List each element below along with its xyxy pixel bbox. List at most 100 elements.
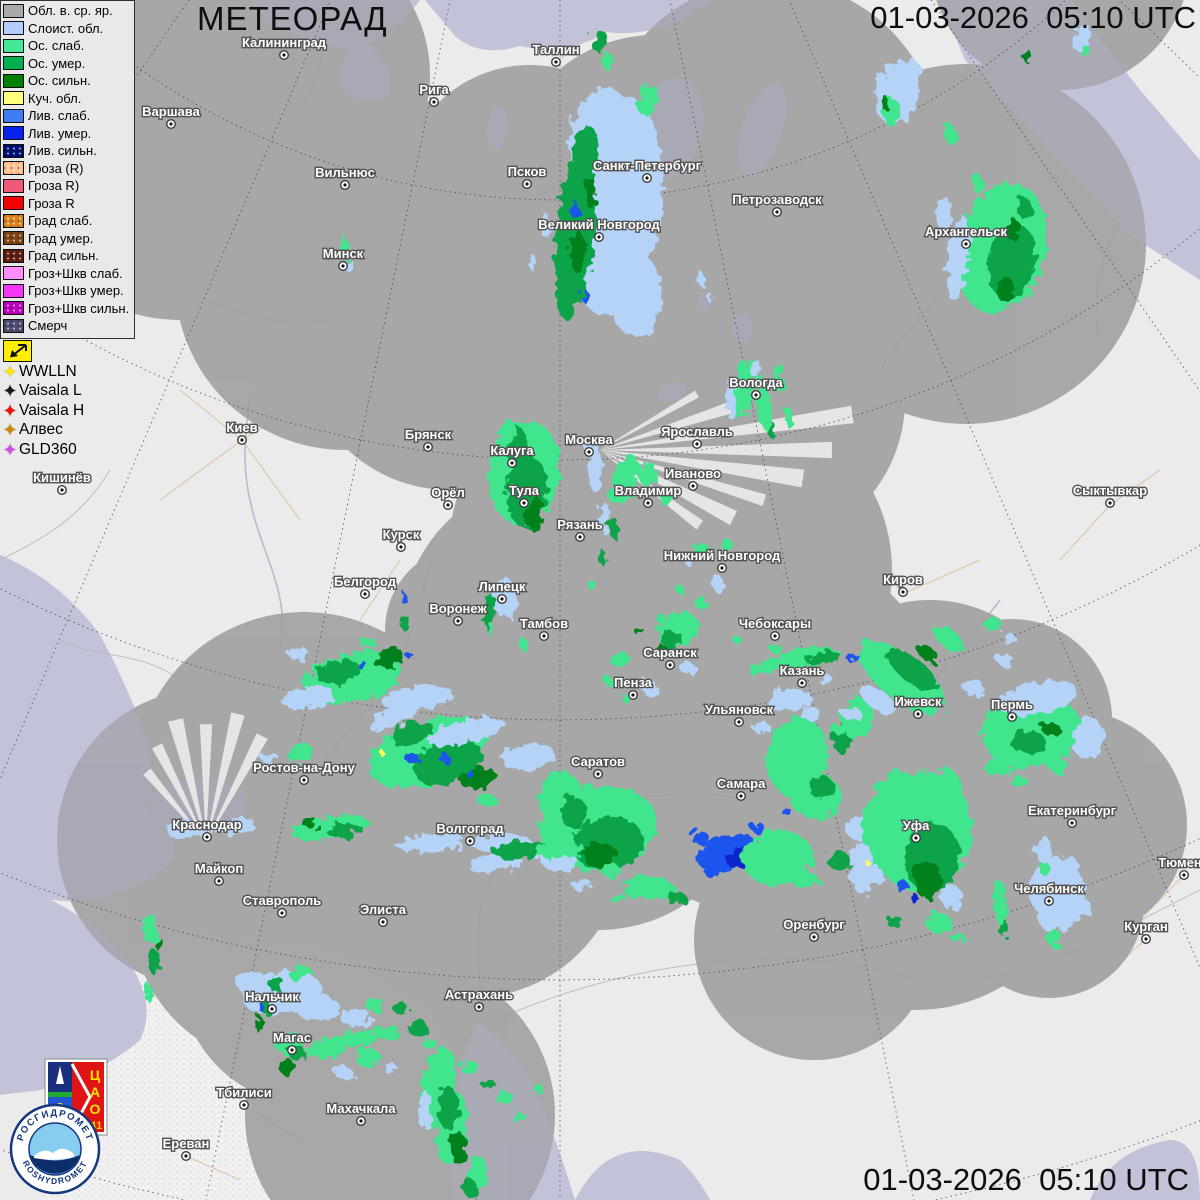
legend-item: Ос. сильн.	[3, 72, 134, 90]
precip-cell	[643, 679, 657, 697]
precip-cell	[1082, 45, 1090, 59]
legend-item-label: Лив. слаб.	[28, 108, 91, 124]
precip-cell	[335, 1067, 353, 1079]
city-marker: Саратов	[570, 753, 626, 780]
city-label: Пермь	[991, 697, 1033, 712]
precip-cell	[732, 356, 756, 420]
lightning-marker-icon: ✦	[2, 400, 18, 421]
precip-cell	[997, 654, 1013, 666]
city-label: Саратов	[571, 754, 625, 769]
city-label: Кишинёв	[33, 470, 91, 485]
city-label: Тула	[509, 483, 540, 498]
precip-cell	[685, 553, 695, 567]
city-marker: Ижевск	[893, 693, 943, 720]
city-marker: Орёл	[430, 484, 466, 511]
precip-cell	[582, 843, 618, 867]
city-marker: Минск	[321, 245, 365, 272]
mountain-shape	[34, 1148, 74, 1160]
city-label: Рязань	[557, 517, 602, 532]
legend-color-swatch	[3, 3, 24, 18]
precip-cell	[951, 933, 965, 943]
timestamp-bottom: 01-03-2026 05:10 UTC	[863, 1162, 1189, 1197]
precip-cell	[405, 752, 419, 764]
lightning-marker-icon: ✦	[2, 361, 18, 382]
lightning-source-label: GLD360	[19, 440, 77, 458]
city-label: Уфа	[903, 818, 930, 833]
city-label: Рига	[419, 82, 449, 97]
legend-color-swatch	[3, 126, 24, 141]
precip-cell	[359, 638, 377, 648]
precip-cell	[1001, 633, 1015, 643]
precip-cell	[341, 239, 349, 261]
legend-color-swatch	[3, 301, 24, 316]
city-marker: Курган	[1123, 918, 1169, 945]
city-marker: Самара	[715, 775, 767, 802]
precip-cell	[540, 213, 550, 237]
precip-cell	[916, 644, 940, 664]
legend-color-swatch	[3, 56, 24, 71]
precip-cell	[859, 684, 897, 716]
legend-item: Гроза R	[3, 195, 134, 213]
city-label: Псков	[508, 164, 547, 179]
precip-cell	[501, 743, 555, 771]
city-marker: Уфа	[901, 817, 932, 844]
city-marker: Варшава	[141, 103, 202, 129]
legend-item: Смерч	[3, 317, 134, 335]
precip-cell	[287, 743, 313, 763]
city-marker: Липецк	[477, 578, 527, 605]
precip-cell	[925, 912, 951, 932]
radar-spoke	[600, 390, 699, 450]
legend-panel: Обл. в. ср. яр. Слоист. обл. Ос. слаб. Ос. …	[0, 0, 135, 339]
precip-cell	[791, 872, 819, 888]
precip-cell	[1077, 899, 1091, 917]
legend-item: Обл. в. ср. яр.	[3, 2, 134, 20]
precip-cell	[1011, 777, 1029, 787]
precip-cell	[680, 662, 696, 674]
city-label: Иваново	[665, 466, 721, 481]
lightning-symbol-box	[3, 340, 32, 362]
lightning-source-item: ✦ Vaisala L	[1, 382, 84, 402]
precip-cell	[383, 1063, 397, 1073]
precip-cell	[1072, 24, 1092, 52]
precip-cell	[395, 833, 465, 853]
legend-item: Гроз+Шкв сильн.	[3, 300, 134, 318]
city-marker: Нижний Новгород	[662, 547, 782, 574]
legend-item: Лив. умер.	[3, 125, 134, 143]
precip-cell	[942, 885, 962, 911]
sea-shape	[0, 880, 147, 1095]
precip-cell	[279, 1057, 293, 1075]
city-marker: Сыктывкар	[1072, 482, 1149, 509]
city-marker: Казань	[778, 662, 826, 689]
legend-item: Гроза (R)	[3, 160, 134, 178]
legend-item-label: Смерч	[28, 318, 68, 334]
precip-cell	[704, 867, 720, 877]
city-marker: Белгород	[333, 573, 398, 600]
precip-cell	[296, 995, 340, 1021]
precip-cell	[1041, 721, 1059, 735]
precip-cell	[1005, 219, 1021, 241]
precip-cell	[528, 254, 536, 270]
legend-item: Ос. слаб.	[3, 37, 134, 55]
city-label: Сыктывкар	[1073, 483, 1147, 498]
city-marker: Ярославль	[660, 423, 734, 450]
legend-color-swatch	[3, 231, 24, 246]
lightning-source-label: Алвес	[19, 421, 63, 439]
precip-cell	[713, 575, 723, 593]
precip-cell	[937, 195, 951, 231]
legend-color-swatch	[3, 266, 24, 281]
city-marker: Вильнюс	[314, 164, 376, 190]
precip-cell	[748, 665, 766, 675]
precip-cell	[259, 1002, 265, 1012]
precip-cell	[476, 794, 496, 806]
legend-item: Град умер.	[3, 230, 134, 248]
city-marker: Калуга	[489, 442, 536, 469]
city-marker: Элиста	[359, 901, 408, 928]
city-label: Ижевск	[894, 694, 942, 709]
city-marker: Кишинёв	[32, 469, 92, 496]
lightning-source-item: ✦ Vaisala H	[1, 401, 84, 421]
city-marker: Санкт-Петербург	[592, 157, 703, 183]
lightning-source-item: ✦ Алвес	[1, 421, 84, 441]
cao-letter: О	[90, 1101, 101, 1117]
legend-item: Гроза R)	[3, 177, 134, 195]
